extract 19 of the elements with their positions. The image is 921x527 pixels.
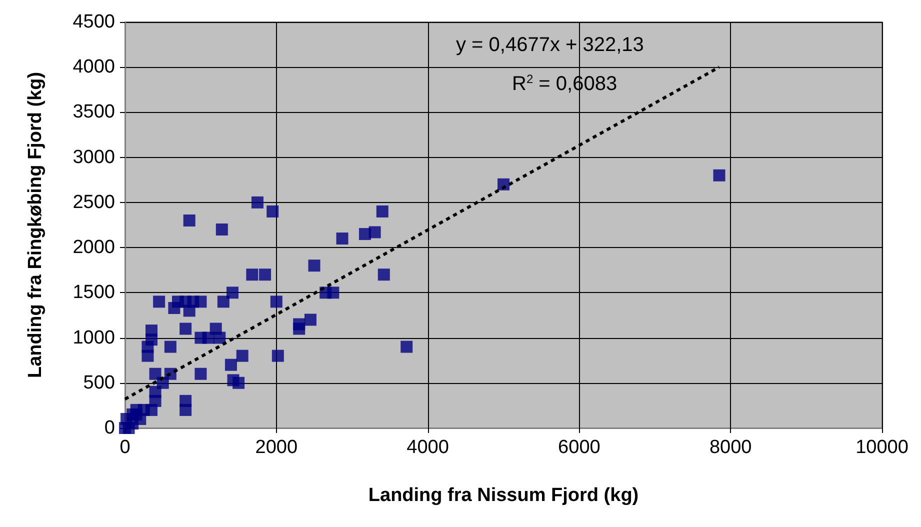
x-tick-label: 6000 <box>558 437 600 458</box>
y-tick-label: 4500 <box>72 12 115 32</box>
y-axis-title: Landing fra Ringkøbing Fjord (kg) <box>25 72 46 378</box>
y-tick-label: 500 <box>83 372 115 394</box>
x-tick-label: 2000 <box>255 437 298 458</box>
y-tick-label: 0 <box>104 418 115 438</box>
y-tick-label: 2000 <box>72 237 115 258</box>
y-tick-label: 2500 <box>72 192 115 213</box>
y-tick-label: 4000 <box>72 56 115 78</box>
y-tick-label: 1000 <box>72 327 115 348</box>
annotation: y = 0,4677x + 322,13 <box>456 34 644 56</box>
x-tick-label: 8000 <box>709 437 752 458</box>
y-tick-label: 1500 <box>72 282 115 304</box>
y-tick-label: 3500 <box>72 102 115 123</box>
x-tick-label: 10000 <box>856 437 908 458</box>
y-tick-label: 3000 <box>72 146 115 168</box>
x-tick-label: 0 <box>120 437 130 458</box>
x-axis-title: Landing fra Nissum Fjord (kg) <box>368 485 639 506</box>
x-tick-label: 4000 <box>406 437 449 458</box>
